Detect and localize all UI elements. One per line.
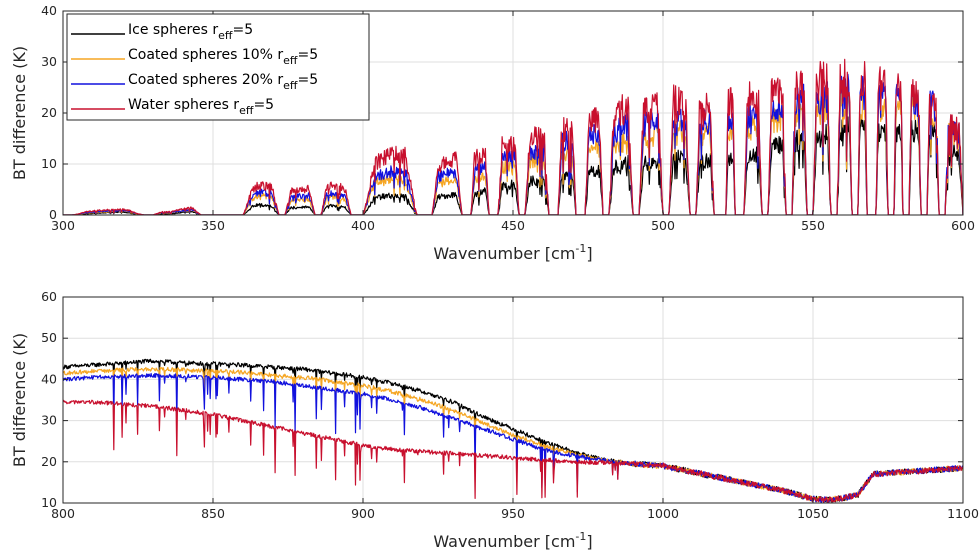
x-tick-label: 1000 [647,506,679,521]
x-tick-label: 500 [651,218,675,233]
y-tick-label: 30 [41,54,57,69]
legend-box [66,13,370,121]
y-tick-label: 30 [41,413,57,428]
x-tick-label: 350 [201,218,225,233]
legend-entry-water: Water spheres reff=5 [128,97,274,117]
chart-top: 300 350 400 450 500 550 600 0 10 20 30 40 Wavenumber… [10,3,975,263]
legend-entry-ice: Ice spheres reff=5 [128,22,253,42]
y-tick-label: 40 [41,3,57,18]
legend: Ice spheres reff=5 Coated spheres 10% ref… [66,13,370,121]
x-tick-label: 550 [801,218,825,233]
y-tick-label: 20 [41,105,57,120]
x-tick-label: 450 [501,218,525,233]
x-tick-label: 400 [351,218,375,233]
x-tick-label: 950 [501,506,525,521]
legend-entry-coated20: Coated spheres 20% reff=5 [128,72,318,92]
x-tick-label: 850 [201,506,225,521]
legend-entry-coated10: Coated spheres 10% reff=5 [128,47,318,67]
y-tick-label: 20 [41,454,57,469]
x-tick-label: 600 [951,218,975,233]
y-tick-label: 60 [41,289,57,304]
x-axis-label: Wavenumber [cm-1] [433,242,592,263]
y-tick-label: 10 [41,156,57,171]
y-axis-label: BT difference (K) [10,46,29,180]
y-tick-label: 40 [41,371,57,386]
x-axis-label: Wavenumber [cm-1] [433,530,592,551]
chart-bottom: 800 850 900 950 1000 1050 1100 10 20 30 40 50 60 Wave… [10,289,979,551]
x-tick-label: 300 [51,218,75,233]
x-tick-label: 1050 [797,506,829,521]
x-tick-label: 900 [351,506,375,521]
x-tick-label: 800 [51,506,75,521]
x-tick-label: 1100 [947,506,979,521]
y-tick-label: 50 [41,330,57,345]
y-tick-label: 10 [41,495,57,510]
y-tick-label: 0 [49,207,57,222]
y-axis-label: BT difference (K) [10,333,29,467]
